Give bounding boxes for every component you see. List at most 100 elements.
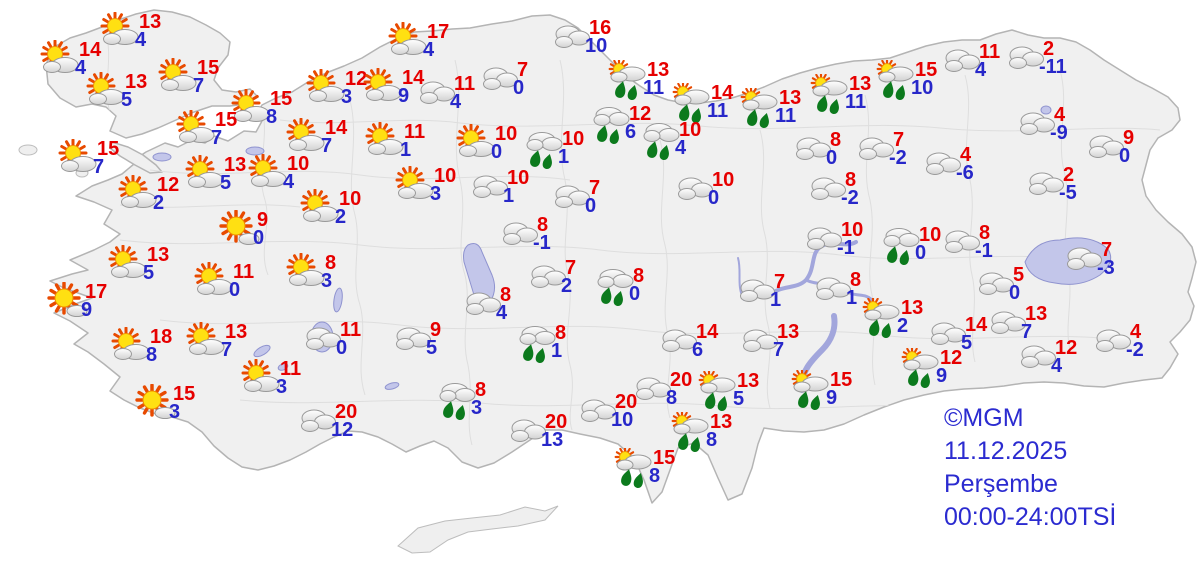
min-temp: 5 — [426, 337, 437, 359]
min-temp: 4 — [135, 29, 147, 51]
weather-station: 84 — [466, 284, 511, 324]
max-temp: 7 — [1101, 239, 1112, 261]
weather-station: 145 — [931, 314, 988, 354]
max-temp: 14 — [79, 39, 102, 61]
max-temp: 10 — [919, 224, 941, 246]
lake — [384, 382, 400, 390]
min-temp: 6 — [692, 339, 703, 361]
min-temp: 3 — [169, 401, 180, 423]
gallipoli-peninsula — [109, 141, 163, 174]
weather-station: 7-3 — [1067, 239, 1115, 279]
weather-station: 2-5 — [1029, 164, 1077, 204]
min-temp: 4 — [450, 91, 462, 113]
max-temp: 13 — [779, 87, 801, 109]
max-temp: 20 — [615, 391, 637, 413]
min-temp: 4 — [423, 39, 435, 61]
max-temp: 13 — [225, 321, 247, 343]
max-temp: 15 — [830, 369, 852, 391]
credit-day: Perşembe — [944, 470, 1058, 498]
max-temp: 10 — [287, 153, 309, 175]
min-temp: -9 — [1050, 122, 1068, 144]
weather-station: 8-1 — [503, 214, 551, 254]
min-temp: -1 — [975, 240, 993, 262]
max-temp: 7 — [893, 129, 904, 151]
weather-station: 111 — [367, 121, 425, 161]
weather-station: 8-2 — [811, 169, 859, 209]
min-temp: 10 — [585, 35, 607, 57]
max-temp: 11 — [280, 358, 301, 380]
max-temp: 11 — [454, 73, 475, 95]
min-temp: -11 — [1039, 56, 1067, 78]
weather-station: 101 — [473, 167, 529, 207]
weather-station: 90 — [221, 209, 268, 249]
weather-station: 157 — [160, 57, 219, 97]
min-temp: 7 — [773, 339, 784, 361]
weather-station: 10-1 — [807, 219, 863, 259]
weather-station: 135 — [88, 71, 147, 111]
max-temp: 15 — [197, 57, 219, 79]
sun-cloud-icon — [60, 140, 96, 172]
max-temp: 13 — [125, 71, 147, 93]
weather-station: 80 — [796, 129, 841, 169]
max-temp: 8 — [475, 379, 486, 401]
min-temp: -5 — [1059, 182, 1077, 204]
min-temp: -2 — [889, 147, 907, 169]
weather-station: 132 — [864, 297, 923, 339]
lake-van — [1024, 237, 1112, 285]
min-temp: 3 — [471, 397, 482, 419]
min-temp: 0 — [336, 337, 347, 359]
min-temp: 7 — [93, 156, 104, 178]
max-temp: 13 — [147, 244, 169, 266]
weather-station: 157 — [60, 138, 119, 178]
max-temp: 13 — [849, 73, 871, 95]
weather-station: 102 — [302, 188, 361, 228]
min-temp: 0 — [513, 77, 524, 99]
max-temp: 7 — [774, 271, 785, 293]
min-temp: 12 — [331, 419, 353, 441]
weather-station: 153 — [137, 383, 195, 423]
weather-station: 2-11 — [1009, 38, 1067, 78]
min-temp: 3 — [276, 376, 287, 398]
max-temp: 13 — [139, 11, 161, 33]
weather-station: 135 — [700, 370, 759, 412]
max-temp: 8 — [633, 265, 644, 287]
max-temp: 15 — [270, 88, 292, 110]
max-temp: 15 — [97, 138, 119, 160]
weather-station: 158 — [233, 88, 292, 128]
weather-station: 137 — [188, 321, 247, 361]
min-temp: -1 — [533, 232, 551, 254]
max-temp: 13 — [777, 321, 799, 343]
credit-block: ©MGM 11.12.2025 Perşembe 00:00-24:00TSİ — [944, 402, 1116, 534]
min-temp: 9 — [81, 299, 92, 321]
weather-station: 137 — [991, 303, 1047, 343]
min-temp: 13 — [541, 429, 563, 451]
min-temp: 0 — [585, 195, 596, 217]
weather-station: 134 — [102, 11, 161, 51]
min-temp: 3 — [430, 183, 441, 205]
max-temp: 8 — [325, 252, 336, 274]
min-temp: 0 — [253, 227, 264, 249]
max-temp: 20 — [545, 411, 567, 433]
min-temp: 8 — [649, 465, 660, 487]
weather-station: 104 — [250, 153, 309, 193]
min-temp: 11 — [707, 100, 728, 122]
min-temp: 7 — [221, 339, 232, 361]
weather-station: 70 — [483, 59, 528, 99]
weather-station: 104 — [644, 119, 701, 161]
min-temp: 3 — [321, 270, 332, 292]
max-temp: 4 — [1130, 321, 1142, 343]
weather-station: 7-2 — [859, 129, 907, 169]
weather-station: 80 — [598, 265, 644, 307]
min-temp: 1 — [503, 185, 514, 207]
weather-station: 8-1 — [945, 222, 993, 262]
max-temp: 13 — [901, 297, 923, 319]
max-temp: 10 — [712, 169, 734, 191]
max-temp: 11 — [340, 319, 361, 341]
credit-source: ©MGM — [944, 404, 1024, 432]
min-temp: 2 — [335, 206, 346, 228]
max-temp: 8 — [979, 222, 990, 244]
min-temp: 8 — [706, 429, 717, 451]
weather-station: 4-6 — [926, 144, 974, 184]
